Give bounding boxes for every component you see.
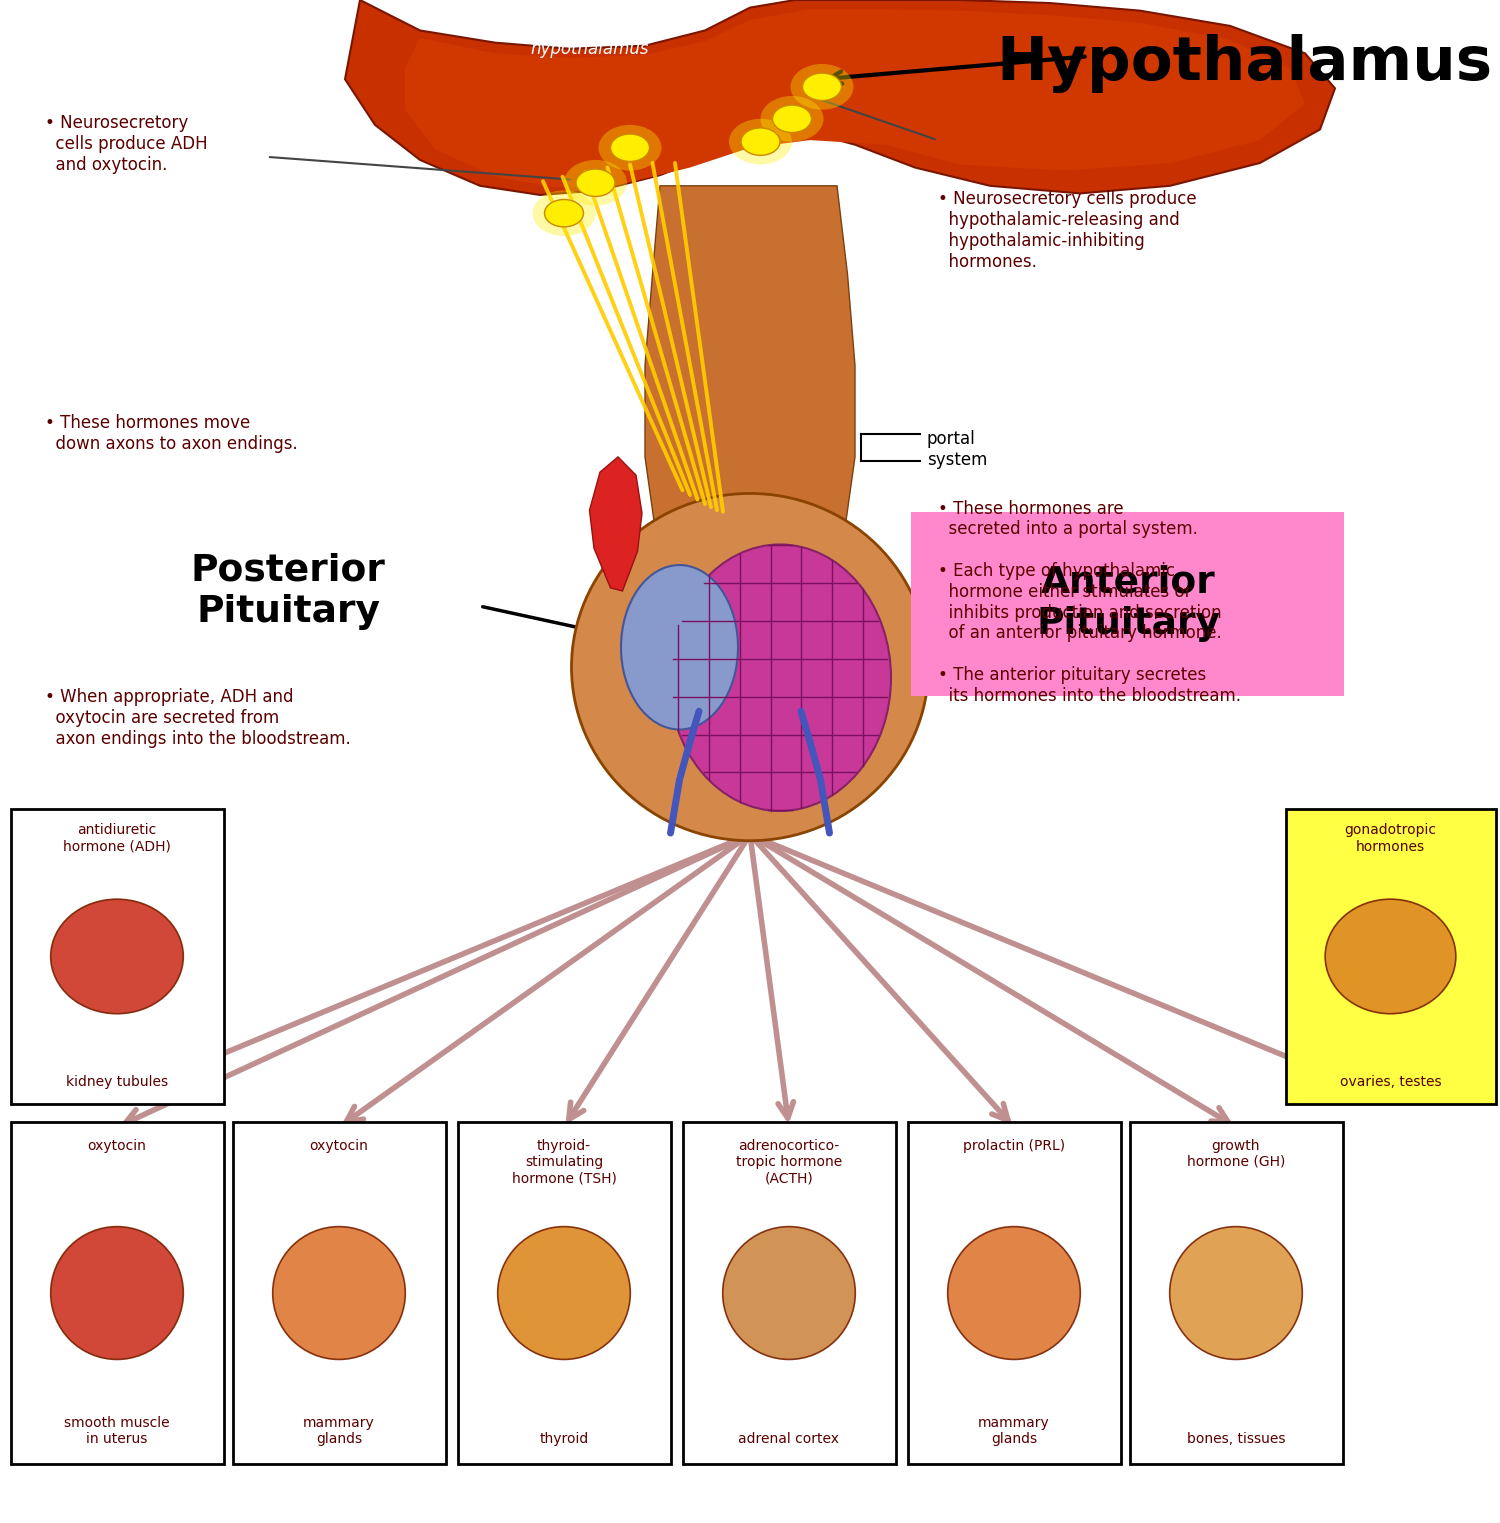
Ellipse shape	[729, 119, 792, 164]
Polygon shape	[590, 457, 642, 591]
Ellipse shape	[498, 1226, 630, 1360]
Polygon shape	[405, 9, 1305, 187]
Text: • These hormones are
  secreted into a portal system.

• Each type of hypothalam: • These hormones are secreted into a por…	[938, 500, 1240, 705]
Ellipse shape	[790, 64, 853, 110]
Text: kidney tubules: kidney tubules	[66, 1075, 168, 1089]
Ellipse shape	[621, 565, 738, 730]
Ellipse shape	[51, 1226, 183, 1360]
Ellipse shape	[1170, 1226, 1302, 1360]
Text: oxytocin: oxytocin	[309, 1139, 369, 1153]
Ellipse shape	[564, 160, 627, 206]
Ellipse shape	[741, 128, 780, 155]
Text: oxytocin: oxytocin	[87, 1139, 147, 1153]
Ellipse shape	[1324, 899, 1456, 1014]
Text: Hypothalamus: Hypothalamus	[996, 34, 1492, 93]
Polygon shape	[345, 0, 1335, 195]
Text: gonadotropic
hormones: gonadotropic hormones	[1344, 824, 1437, 853]
Text: thyroid: thyroid	[540, 1433, 588, 1447]
FancyBboxPatch shape	[10, 1122, 223, 1464]
Ellipse shape	[760, 96, 824, 142]
Polygon shape	[645, 186, 855, 536]
Text: bones, tissues: bones, tissues	[1186, 1433, 1286, 1447]
Ellipse shape	[772, 105, 812, 133]
Text: Posterior
Pituitary: Posterior Pituitary	[190, 553, 386, 629]
Ellipse shape	[572, 493, 928, 841]
Ellipse shape	[948, 1226, 1080, 1360]
Ellipse shape	[610, 134, 650, 161]
FancyBboxPatch shape	[908, 1122, 1120, 1464]
FancyBboxPatch shape	[10, 809, 223, 1104]
Text: • When appropriate, ADH and
  oxytocin are secreted from
  axon endings into the: • When appropriate, ADH and oxytocin are…	[45, 688, 351, 748]
Text: mammary
glands: mammary glands	[978, 1416, 1050, 1447]
Text: hypothalamus: hypothalamus	[531, 40, 648, 58]
Text: portal
system: portal system	[927, 429, 987, 469]
Ellipse shape	[669, 544, 891, 810]
Ellipse shape	[576, 169, 615, 196]
Text: Anterior
Pituitary: Anterior Pituitary	[1036, 565, 1220, 641]
Ellipse shape	[51, 899, 183, 1014]
FancyBboxPatch shape	[1286, 809, 1496, 1104]
Text: thyroid-
stimulating
hormone (TSH): thyroid- stimulating hormone (TSH)	[512, 1139, 616, 1185]
Text: smooth muscle
in uterus: smooth muscle in uterus	[64, 1416, 170, 1447]
Ellipse shape	[532, 190, 596, 236]
FancyBboxPatch shape	[910, 512, 1344, 696]
Ellipse shape	[544, 200, 584, 227]
Ellipse shape	[802, 73, 842, 101]
Ellipse shape	[273, 1226, 405, 1360]
Text: adrenocortico-
tropic hormone
(ACTH): adrenocortico- tropic hormone (ACTH)	[736, 1139, 842, 1185]
Text: • These hormones move
  down axons to axon endings.: • These hormones move down axons to axon…	[45, 414, 297, 452]
FancyBboxPatch shape	[458, 1122, 670, 1464]
FancyBboxPatch shape	[232, 1122, 446, 1464]
Ellipse shape	[723, 1226, 855, 1360]
Ellipse shape	[598, 125, 662, 171]
Text: • Neurosecretory cells produce
  hypothalamic-releasing and
  hypothalamic-inhib: • Neurosecretory cells produce hypothala…	[938, 190, 1196, 271]
Text: adrenal cortex: adrenal cortex	[738, 1433, 840, 1447]
Text: ovaries, testes: ovaries, testes	[1340, 1075, 1442, 1089]
Text: antidiuretic
hormone (ADH): antidiuretic hormone (ADH)	[63, 824, 171, 853]
Text: mammary
glands: mammary glands	[303, 1416, 375, 1447]
Text: prolactin (PRL): prolactin (PRL)	[963, 1139, 1065, 1153]
FancyBboxPatch shape	[682, 1122, 896, 1464]
FancyBboxPatch shape	[1130, 1122, 1342, 1464]
Text: growth
hormone (GH): growth hormone (GH)	[1186, 1139, 1286, 1168]
Text: • Neurosecretory
  cells produce ADH
  and oxytocin.: • Neurosecretory cells produce ADH and o…	[45, 114, 207, 174]
